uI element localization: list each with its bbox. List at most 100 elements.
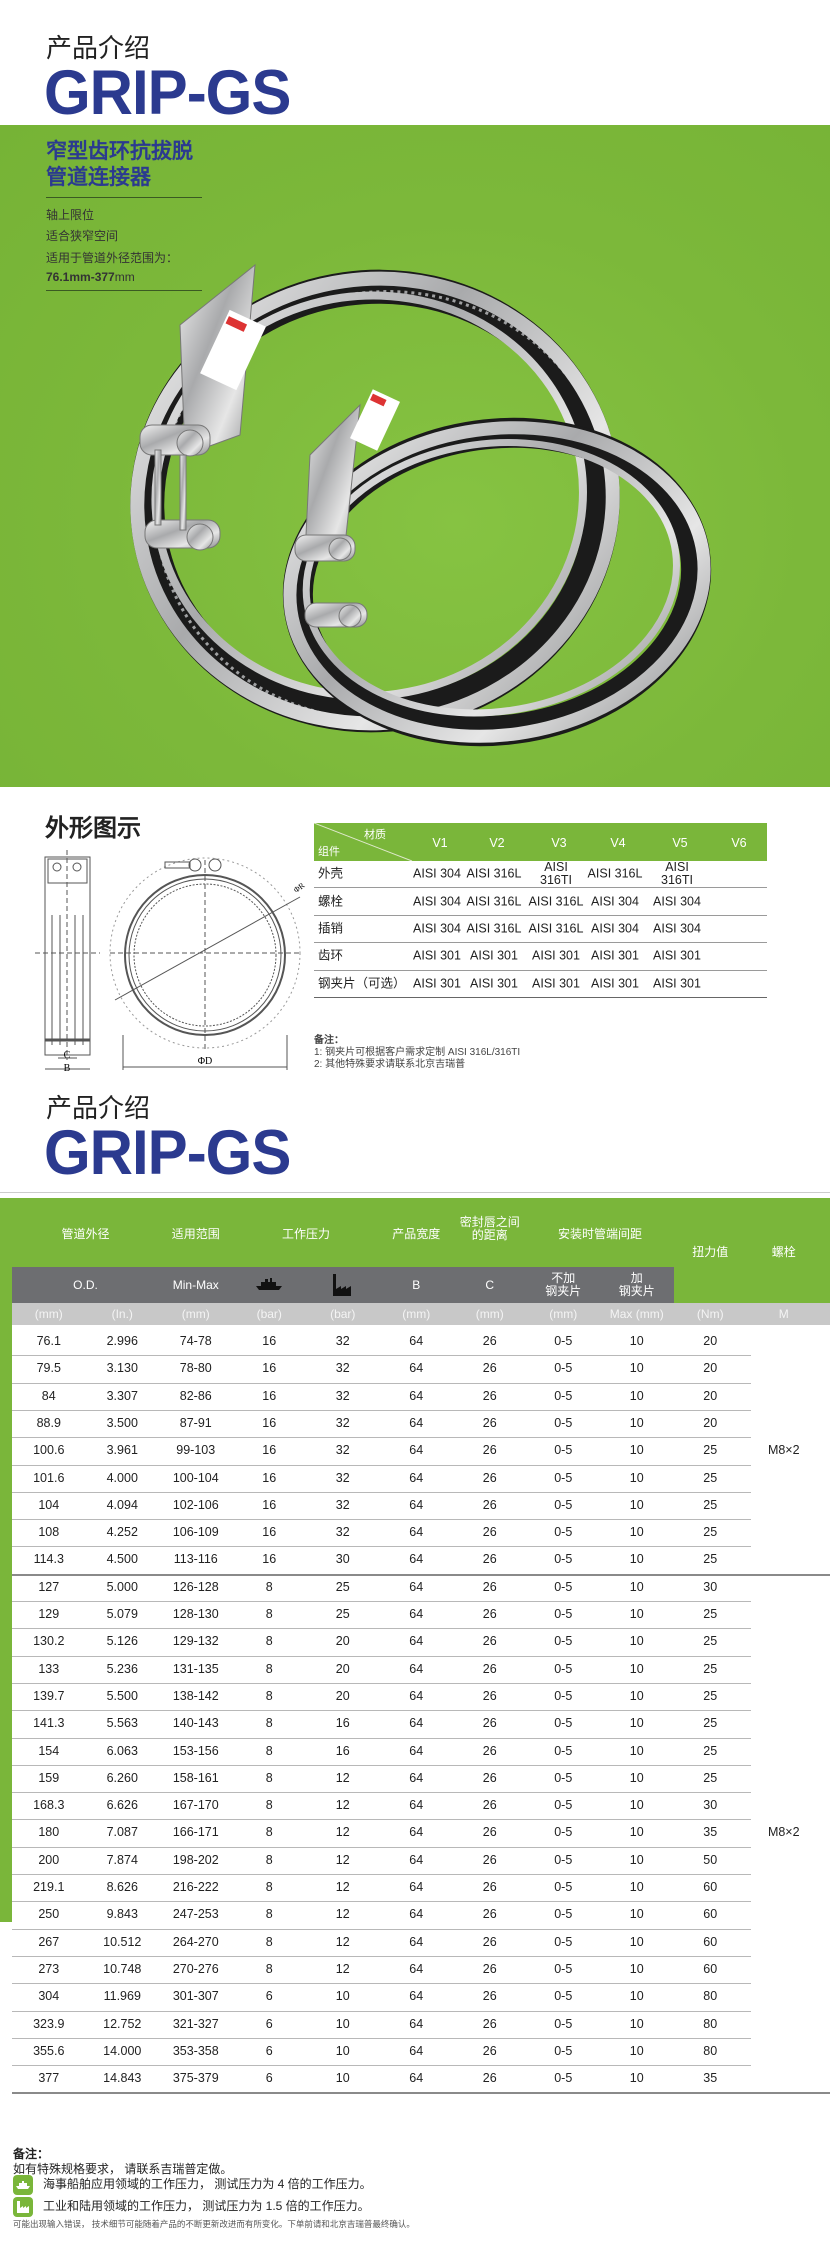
diagonal-divider — [314, 823, 413, 861]
footnote-custom: 如有特殊规格要求， 请联系吉瑞普定做。 — [13, 2162, 233, 2176]
table-cell: 35 — [703, 1825, 718, 1840]
table-cell: 10.748 — [103, 1961, 142, 1976]
unit-label: (mm) — [475, 1307, 504, 1321]
table-cell: 20 — [335, 1688, 350, 1703]
table-cell: 216-222 — [172, 1880, 219, 1894]
table-cell: 180 — [38, 1825, 60, 1840]
table-cell: 3.500 — [106, 1415, 138, 1430]
row-divider — [12, 1737, 751, 1739]
table-cell: 25 — [703, 1470, 718, 1485]
table-cell: 6 — [265, 1989, 273, 2004]
header-units-band — [12, 1303, 830, 1325]
table-cell: 64 — [409, 1634, 424, 1649]
small-clamp-ring — [282, 417, 712, 747]
table-cell: 247-253 — [172, 1907, 219, 1922]
row-divider — [12, 1355, 751, 1357]
group-header: 适用范围 — [171, 1227, 220, 1241]
section-kicker: 产品介绍 — [46, 1093, 151, 1123]
material-cell: AISI 301 — [653, 976, 701, 991]
table-cell: 25 — [703, 1688, 718, 1703]
table-cell: 6 — [265, 2043, 273, 2058]
table-cell: 25 — [703, 1525, 718, 1540]
table-cell: 10 — [629, 1934, 644, 1949]
table-cell: 6.063 — [106, 1743, 138, 1758]
table-cell: 64 — [409, 1716, 424, 1731]
table-cell: 80 — [703, 1989, 718, 2004]
table-cell: 64 — [409, 1525, 424, 1540]
unit-label: (bar) — [330, 1307, 356, 1321]
table-cell: 10 — [629, 1907, 644, 1922]
table-cell: 6 — [265, 2016, 273, 2031]
diameter-range: 76.1mm-377mm — [46, 270, 135, 284]
section-kicker: 产品介绍 — [46, 33, 151, 63]
table-cell: 26 — [482, 2043, 497, 2058]
table-cell: 264-270 — [172, 1934, 219, 1949]
materials-row: 钢夹片（可选） AISI 301 AISI 301 AISI 301 AISI 301 A… — [314, 971, 767, 998]
header-torque-bolt-band — [673, 1198, 830, 1303]
materials-table: 材质 组件 V1 V2 V3 V4 V5 V6 外壳 AISI 304 AISI 3… — [314, 823, 767, 998]
material-cell: AISI 301 — [591, 976, 639, 991]
table-cell: 5.079 — [106, 1607, 138, 1621]
table-cell: 26 — [482, 1961, 497, 1976]
table-cell: 64 — [409, 1798, 424, 1813]
table-cell: 375-379 — [172, 2071, 219, 2086]
table-row: 130.2 5.126 129-132 8 20 64 26 0-5 10 25 — [12, 1628, 830, 1655]
table-cell: 159 — [38, 1770, 60, 1785]
table-cell: 64 — [409, 1607, 424, 1621]
banner-subtitle: 窄型齿环抗拔脱 管道连接器 — [46, 139, 246, 191]
material-cell: AISI 301 — [532, 948, 580, 963]
table-cell: 5.500 — [106, 1688, 138, 1703]
product-brand-title: GRIP-GS — [44, 57, 291, 128]
table-cell: 0-5 — [554, 1415, 573, 1430]
table-cell: 128-130 — [172, 1607, 219, 1621]
feature-item: 适用于管道外径范围为： — [46, 251, 179, 265]
table-cell: 153-156 — [172, 1743, 219, 1758]
table-cell: 301-307 — [172, 1989, 219, 2004]
component-label: 齿环 — [318, 948, 344, 963]
table-cell: 104 — [38, 1497, 60, 1512]
dim-c-label: C — [64, 1050, 71, 1061]
table-cell: 84 — [41, 1388, 56, 1403]
component-label: 插销 — [318, 921, 344, 936]
table-cell: 16 — [262, 1415, 277, 1430]
row-divider — [12, 1655, 751, 1657]
product-brand-title: GRIP-GS — [44, 1117, 291, 1188]
table-cell: 5.000 — [106, 1579, 138, 1594]
row-divider — [12, 1710, 751, 1712]
table-cell: 8 — [265, 1907, 273, 1922]
table-cell: 30 — [703, 1579, 718, 1594]
materials-note: 1: 钢夹片可根据客户需求定制 AISI 316L/316TI — [314, 1047, 521, 1058]
table-cell: 0-5 — [554, 1661, 573, 1676]
material-cell: AISI 304 — [413, 866, 461, 881]
table-cell: 10 — [629, 1661, 644, 1676]
table-cell: 0-5 — [554, 2043, 573, 2058]
row-divider — [12, 1409, 751, 1411]
table-cell: 10 — [629, 1634, 644, 1649]
table-cell: 8 — [265, 1579, 273, 1594]
table-cell: 321-327 — [172, 2016, 219, 2031]
table-cell: 12.752 — [103, 2016, 142, 2031]
group-separator — [12, 1573, 830, 1576]
material-cell: AISI 304 — [653, 921, 701, 936]
row-divider — [12, 1601, 751, 1602]
table-cell: 14.000 — [103, 2043, 142, 2058]
table-cell: 12 — [335, 1907, 350, 1922]
table-cell: 26 — [482, 1415, 497, 1430]
sub-header: 加 钢夹片 — [618, 1271, 655, 1298]
col-header: V6 — [731, 836, 747, 850]
table-cell: 0-5 — [554, 1388, 573, 1403]
material-cell: AISI 316L — [466, 866, 522, 881]
table-cell: 64 — [409, 1334, 424, 1348]
row-divider — [12, 1546, 751, 1548]
row-divider — [12, 1983, 751, 1985]
materials-row: 外壳 AISI 304 AISI 316L AISI 316TI AISI 316L AI… — [314, 861, 767, 889]
table-cell: 32 — [335, 1443, 350, 1458]
table-cell: 10 — [629, 1880, 644, 1894]
row-divider — [12, 1846, 751, 1848]
table-cell: 10 — [629, 1497, 644, 1512]
table-cell: 26 — [482, 1470, 497, 1485]
table-cell: 141.3 — [33, 1716, 65, 1731]
table-cell: 10 — [629, 1443, 644, 1458]
table-cell: 64 — [409, 2016, 424, 2031]
table-cell: 8 — [265, 1661, 273, 1676]
